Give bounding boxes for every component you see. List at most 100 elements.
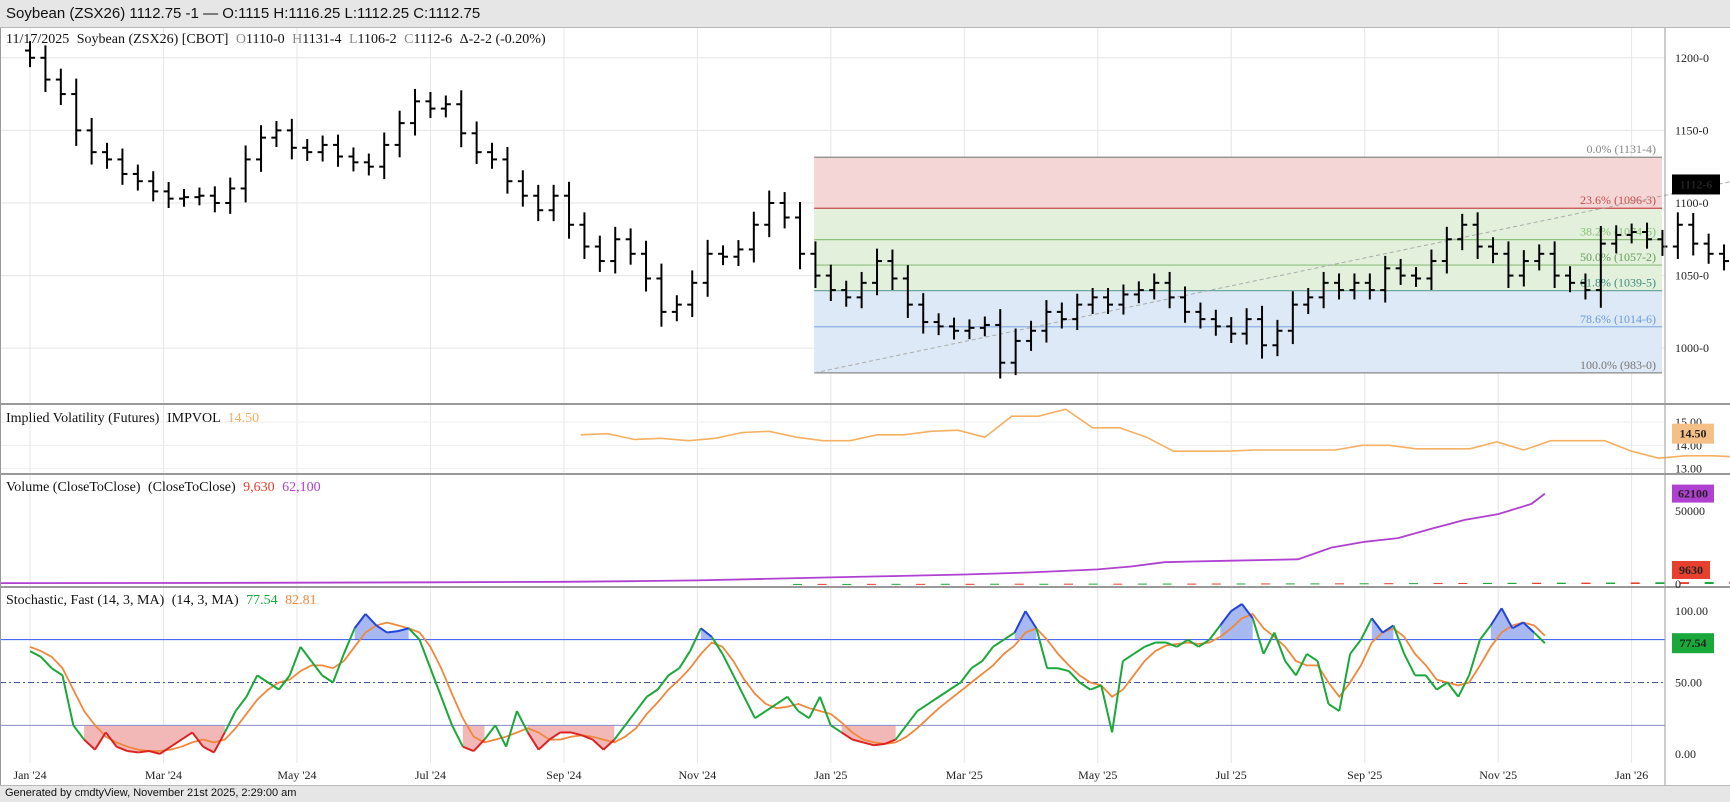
volume-bar — [1137, 583, 1147, 585]
stochastic-k-segment — [765, 703, 778, 712]
stochastic-k-segment — [51, 667, 64, 677]
stochastic-panel — [0, 603, 1665, 755]
fib-zone — [814, 208, 1662, 240]
ohlc-bar — [1272, 319, 1283, 357]
month-tick-label: Mar '25 — [946, 768, 983, 782]
ohlc-bar — [71, 78, 82, 146]
volume-bar — [1285, 583, 1295, 585]
stochastic-k-segment — [916, 703, 929, 712]
ohlc-bar — [225, 177, 236, 214]
fibonacci-retracement: 0.0% (1131-4)23.6% (1096-3)38.2% (1074-6)50… — [814, 142, 1730, 374]
ohlc-bar — [1426, 249, 1437, 290]
ohlc-bar — [102, 142, 113, 169]
stochastic-k-segment — [1403, 653, 1416, 676]
stochastic-k-segment — [884, 738, 897, 745]
chart-area[interactable]: 0.0% (1131-4)23.6% (1096-3)38.2% (1074-6)50… — [0, 28, 1730, 785]
volume-bar — [866, 583, 876, 585]
ohlc-bar — [394, 110, 405, 158]
ohlc-bar — [964, 319, 975, 340]
ohlc-bar — [1195, 302, 1206, 329]
month-tick-label: Jan '25 — [814, 768, 847, 782]
ohlc-bar — [194, 187, 205, 206]
ohlc-bar — [40, 45, 51, 92]
price-tick-label: 1100-0 — [1675, 196, 1709, 210]
ohlc-bar — [641, 240, 652, 292]
ohlc-bar — [1518, 250, 1529, 287]
ohlc-bar — [117, 148, 128, 185]
month-tick-label: Jan '26 — [1615, 768, 1648, 782]
volume-bar — [916, 583, 926, 585]
volume-bar — [817, 583, 827, 585]
ohlc-bar — [1241, 308, 1252, 345]
stochastic-k-segment — [905, 710, 919, 726]
stochastic-k-segment — [1533, 631, 1546, 644]
stochastic-k-segment — [29, 650, 42, 658]
stochastic-k-segment — [949, 681, 962, 691]
ohlc-bar — [733, 240, 744, 267]
ohlc-bar — [1472, 212, 1483, 259]
ohlc-bar — [779, 192, 790, 229]
ohlc-bar — [764, 190, 775, 238]
stochastic-k-segment — [1327, 703, 1340, 712]
ohlc-bar — [132, 164, 143, 191]
ohlc-bar — [1441, 226, 1452, 274]
ohlc-bar — [1103, 287, 1114, 314]
stochastic-k-segment — [1316, 660, 1330, 705]
ohlc-bar — [1287, 291, 1298, 345]
stochastic-k-segment — [624, 710, 637, 726]
stochastic-k-segment — [1187, 638, 1200, 648]
stochastic-k-segment — [548, 731, 561, 741]
stochastic-k-segment — [104, 731, 118, 748]
svg-text:14.50: 14.50 — [1680, 427, 1707, 441]
ohlc-bar — [1210, 309, 1221, 336]
stochastic-k-segment — [1013, 610, 1027, 633]
volume-bar — [1458, 582, 1468, 584]
ohlc-bar — [517, 170, 528, 207]
ohlc-bar — [856, 271, 867, 309]
ohlc-bar — [887, 249, 898, 290]
fib-zone — [814, 326, 1662, 373]
stochastic-k-segment — [732, 674, 746, 698]
stochastic-k-segment — [440, 696, 453, 726]
volume-bar — [1064, 583, 1074, 585]
stochastic-k-segment — [397, 627, 409, 633]
volume-bar — [1187, 583, 1197, 585]
ohlc-bar — [795, 202, 806, 270]
stochastic-k-segment — [310, 660, 323, 676]
stochastic-k-segment — [970, 660, 983, 670]
impvol-line — [580, 408, 1730, 460]
fib-trend-line — [814, 181, 1730, 374]
stochastic-k-segment — [72, 724, 85, 741]
ohlc-bar — [1411, 267, 1422, 287]
ohlc-bar — [933, 313, 944, 336]
ohlc-bar — [1133, 281, 1144, 304]
stochastic-k-segment — [1425, 674, 1438, 691]
volume-bar — [1507, 582, 1517, 584]
price-tick-label: 1000-0 — [1675, 341, 1709, 355]
stochastic-k-segment — [386, 630, 399, 634]
stochastic-k-segment — [710, 636, 724, 655]
stochastic-k-segment — [602, 738, 616, 751]
volume-bar — [1630, 582, 1640, 584]
stochastic-k-segment — [852, 738, 864, 744]
ohlc-bar — [240, 145, 251, 203]
stochastic-k-segment — [721, 653, 735, 676]
stochastic-k-segment — [483, 724, 497, 741]
stochastic-k-segment — [1262, 632, 1276, 655]
stochastic-k-segment — [375, 624, 388, 634]
stochastic-k-segment — [656, 674, 670, 691]
ohlc-bar — [25, 41, 36, 68]
overbought-fill — [1371, 618, 1394, 640]
ohlc-bar — [1503, 241, 1514, 288]
ohlc-bar — [456, 90, 467, 148]
ohlc-bar — [748, 211, 759, 263]
oversold-fill — [527, 725, 615, 750]
stochastic-k-segment — [1079, 681, 1091, 691]
volume-bar — [1606, 582, 1616, 584]
stochastic-k-segment — [83, 738, 96, 751]
month-tick-label: Jul '25 — [1216, 768, 1247, 782]
fib-level-label: 78.6% (1014-6) — [1580, 312, 1656, 326]
volume-bar — [1581, 582, 1591, 584]
volume-bar — [1680, 582, 1690, 584]
stochastic-k-segment — [526, 731, 540, 751]
